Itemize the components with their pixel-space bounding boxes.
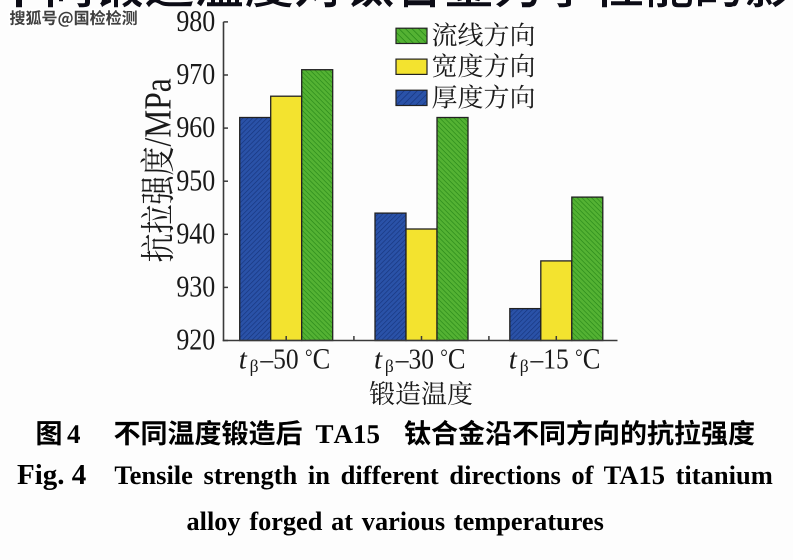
svg-text:alloy forged at various temper: alloy forged at various temperatures	[187, 507, 604, 536]
svg-text:940: 940	[176, 218, 215, 251]
svg-text:β: β	[385, 356, 394, 376]
svg-text:–50 °C: –50 °C	[259, 343, 330, 376]
svg-text:930: 930	[176, 271, 215, 304]
svg-text:980: 980	[176, 5, 215, 38]
svg-text:β: β	[520, 356, 529, 376]
svg-text:–15 °C: –15 °C	[530, 343, 601, 376]
svg-text:920: 920	[176, 324, 215, 357]
svg-text:Tensile strength in different: Tensile strength in different directions…	[114, 460, 772, 490]
svg-text:960: 960	[176, 111, 215, 144]
svg-text:970: 970	[176, 58, 215, 91]
svg-text:t: t	[239, 343, 248, 375]
svg-text:Fig. 4: Fig. 4	[17, 459, 86, 491]
svg-text:t: t	[509, 343, 518, 375]
svg-text:t: t	[374, 343, 383, 375]
svg-text:–30 °C: –30 °C	[395, 343, 466, 376]
svg-text:β: β	[250, 356, 259, 376]
svg-text:950: 950	[176, 165, 215, 198]
